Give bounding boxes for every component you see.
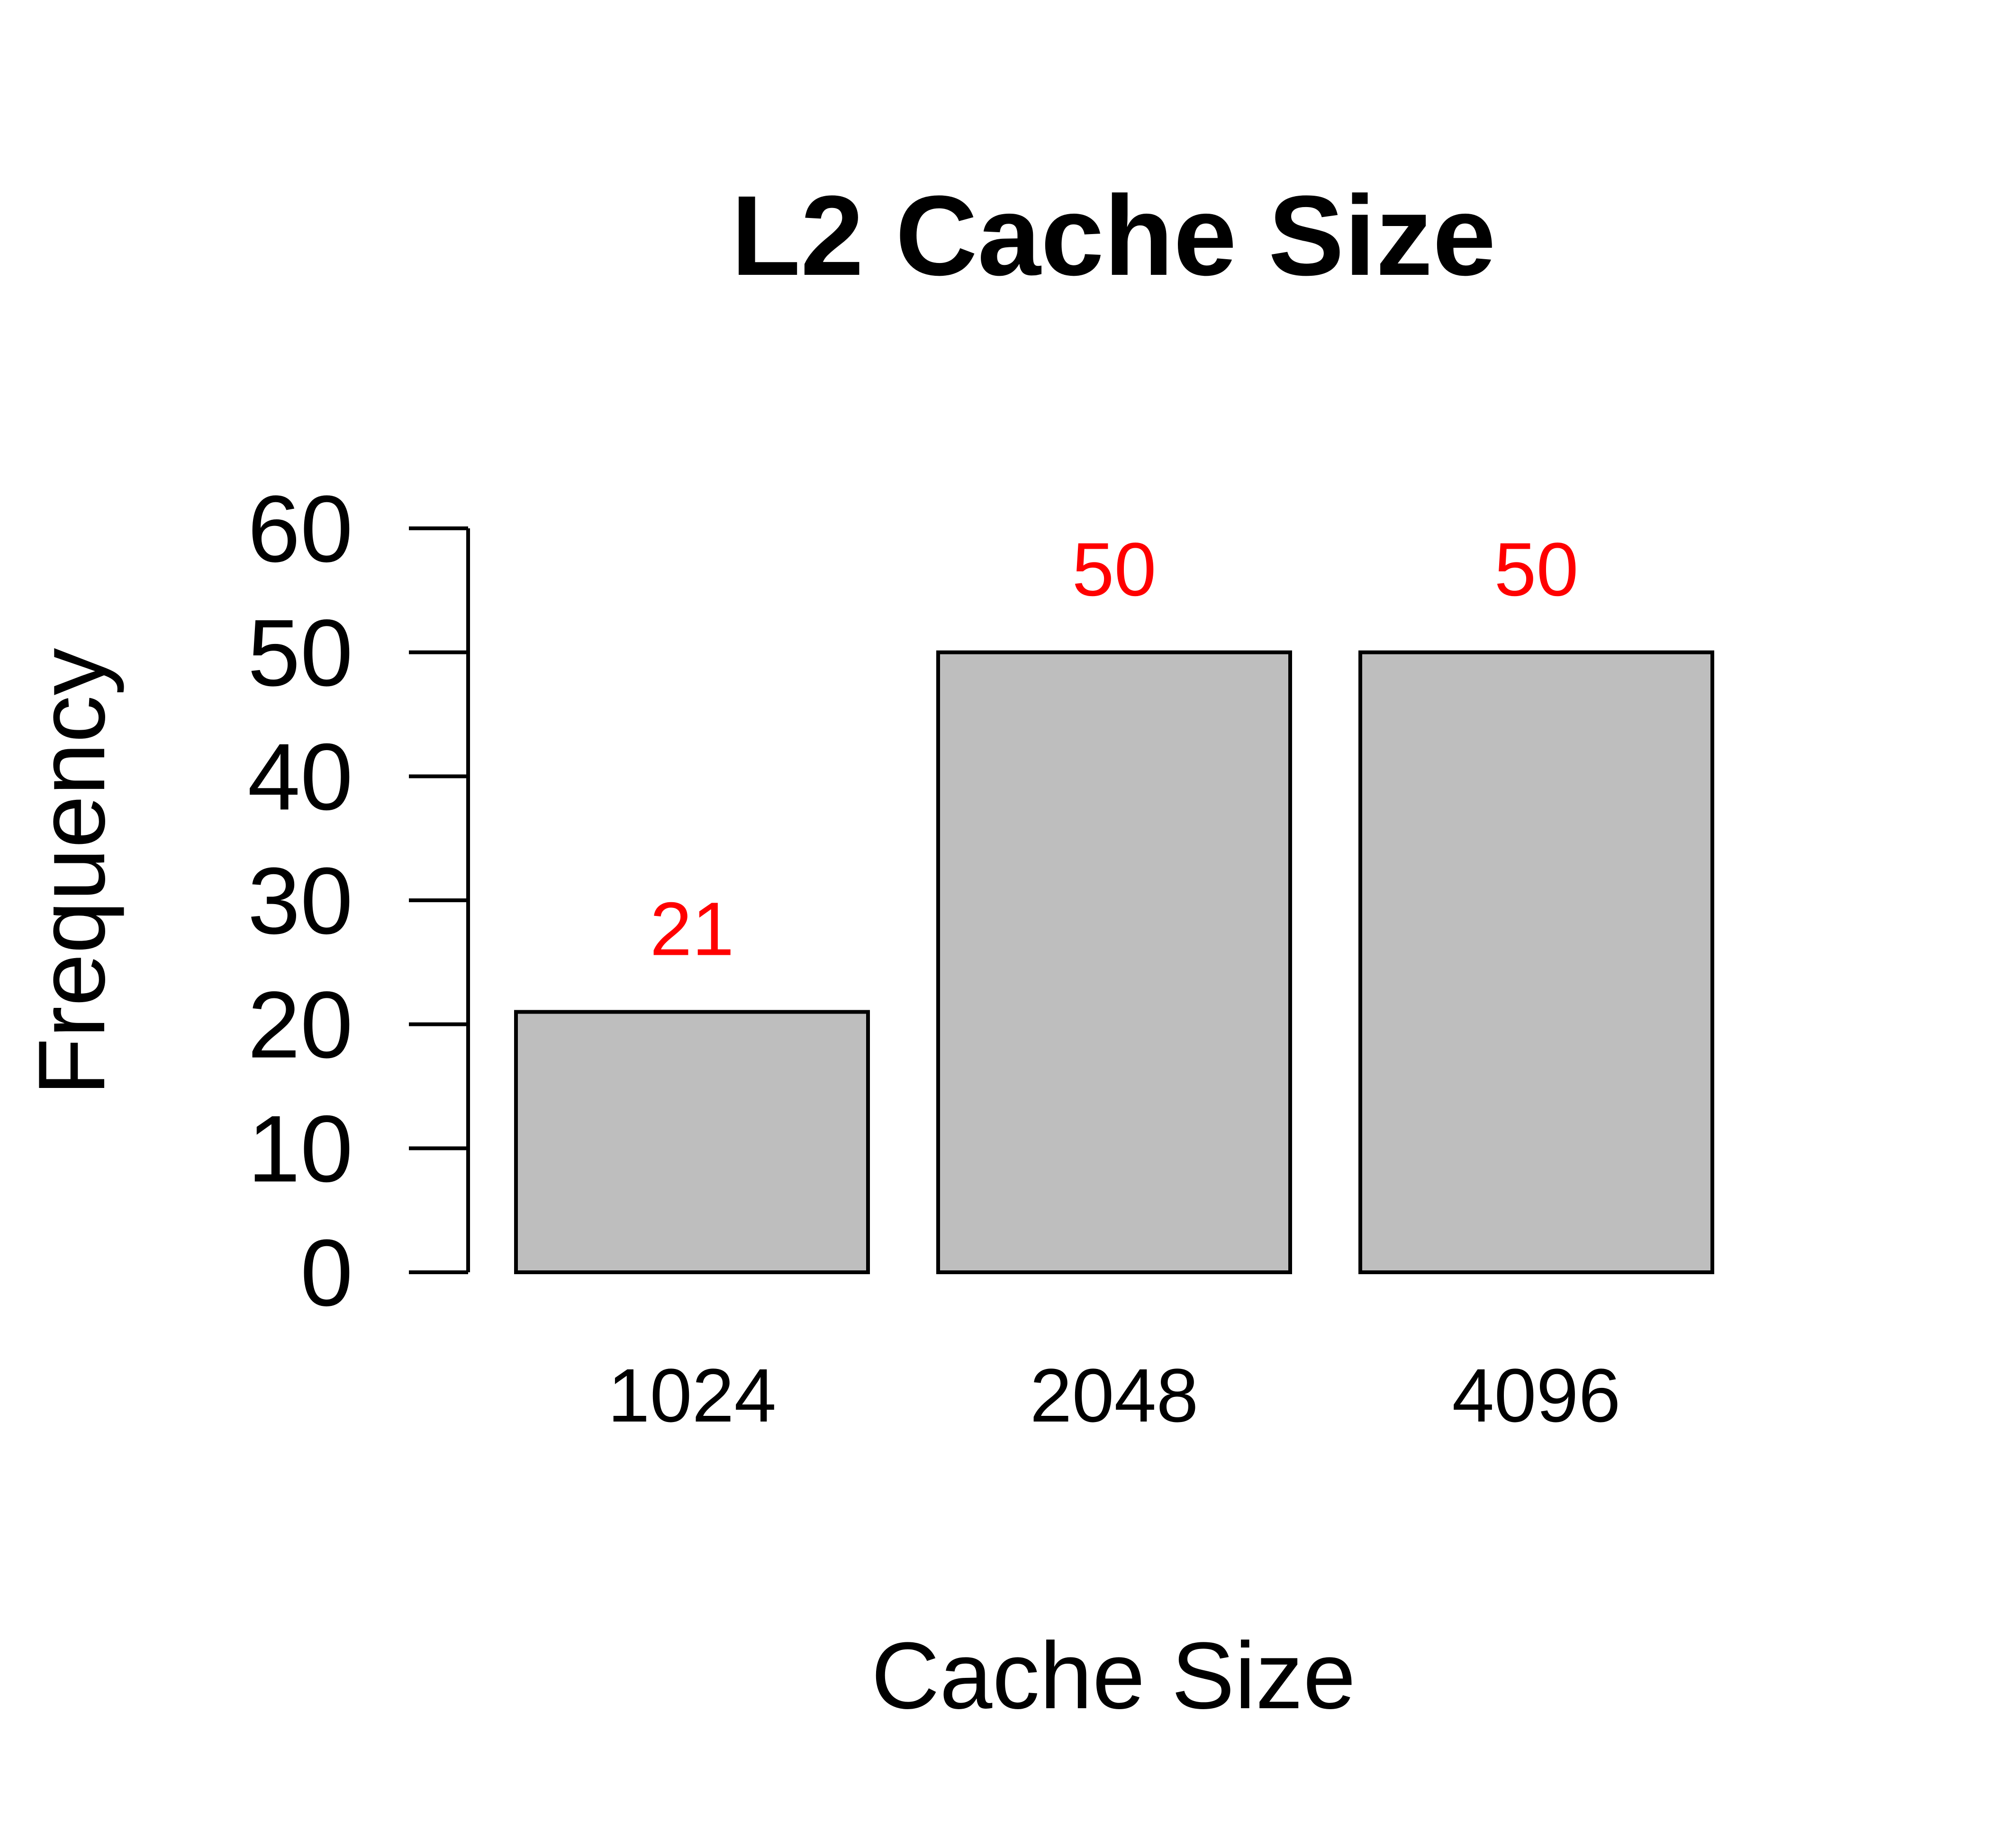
y-tick-label: 10: [248, 1096, 353, 1202]
y-tick-label: 20: [248, 972, 353, 1078]
x-tick-label-2048: 2048: [1030, 1353, 1199, 1438]
y-axis-label: Frequency: [19, 648, 125, 1096]
data-label-2048: 50: [1072, 527, 1157, 612]
bars-group: 21 50 50: [514, 527, 1714, 1274]
y-axis: 0 10 20 30 40 50 60: [248, 476, 470, 1326]
x-tick-label-4096: 4096: [1452, 1353, 1621, 1438]
bar-4096: [1358, 650, 1714, 1274]
x-tick-labels: 1024 2048 4096: [608, 1353, 1621, 1438]
bar-1024: [514, 1010, 870, 1274]
y-tick-label: 40: [248, 724, 353, 830]
y-tick-label: 30: [248, 848, 353, 954]
bar-2048: [936, 650, 1292, 1274]
data-label-4096: 50: [1494, 527, 1579, 612]
y-tick-label: 0: [300, 1220, 353, 1326]
y-tick-label: 50: [248, 600, 353, 706]
x-tick-label-1024: 1024: [608, 1353, 777, 1438]
data-label-1024: 21: [650, 887, 734, 971]
y-tick-label: 60: [248, 476, 353, 582]
chart-title: L2 Cache Size: [731, 172, 1496, 299]
x-axis-label: Cache Size: [871, 1623, 1356, 1729]
